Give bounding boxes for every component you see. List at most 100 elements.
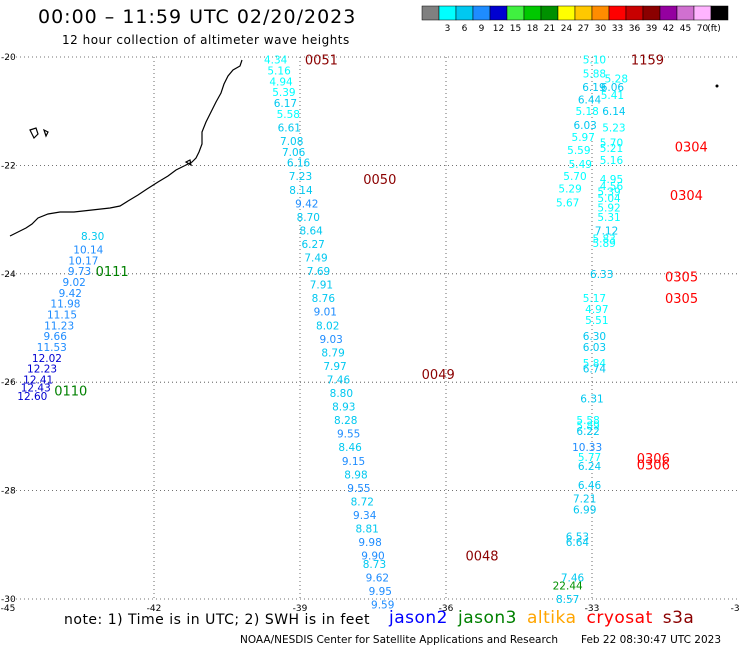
footer-credit: NOAA/NESDIS Center for Satellite Applica… [240, 634, 558, 646]
wave-height-value: 12.23 [27, 364, 57, 376]
wave-height-value: 9.42 [59, 288, 82, 300]
wave-height-value: 7.91 [310, 280, 333, 292]
wave-height-value: 9.98 [358, 537, 381, 549]
wave-height-value: 5.28 [605, 74, 628, 86]
wave-height-value: 5.51 [585, 315, 608, 327]
wave-height-value: 8.46 [338, 442, 362, 454]
footer-timestamp: Feb 22 08:30:47 UTC 2023 [581, 634, 721, 646]
wave-height-value: 9.90 [361, 551, 384, 563]
wave-height-value: 5.97 [572, 132, 595, 144]
pass-time-label: 0051 [305, 54, 338, 69]
wave-height-value: 6.74 [583, 364, 607, 376]
latitude-tick: -30 [1, 595, 16, 605]
wave-height-value: 7.08 [280, 136, 303, 148]
wave-height-value: 6.64 [566, 537, 590, 549]
wave-height-value: 6.31 [580, 393, 603, 405]
wave-height-value: 5.92 [597, 203, 620, 215]
wave-height-value: 7.21 [573, 494, 596, 506]
pass-time-label: 1159 [631, 54, 664, 69]
data-dot [715, 84, 719, 88]
latitude-tick: -28 [1, 487, 16, 497]
pass-time-label: 0304 [675, 140, 708, 155]
wave-height-value: 8.79 [321, 347, 344, 359]
colorbar-swatch [710, 5, 729, 21]
latitude-tick: -26 [1, 378, 16, 388]
wave-height-value: 9.62 [366, 572, 389, 584]
colorbar-label: 24 [561, 24, 573, 33]
wave-height-value: 9.42 [295, 198, 318, 210]
wave-height-value: 5.18 [575, 106, 598, 118]
wave-height-value: 12.43 [21, 383, 51, 395]
wave-height-value: 5.83 [592, 234, 615, 246]
wave-height-value: 6.46 [578, 480, 602, 492]
wave-height-value: 9.95 [369, 586, 392, 598]
wave-height-value: 5.88 [583, 68, 606, 80]
wave-height-value: 5.31 [597, 212, 620, 224]
colorbar-label: 18 [527, 24, 539, 33]
wave-height-value: 5.89 [576, 421, 599, 433]
wave-height-value: 8.81 [355, 524, 378, 536]
wave-height-value: 10.14 [73, 244, 103, 256]
wave-height-value: 6.03 [583, 342, 606, 354]
longitude-tick: -33 [585, 604, 600, 614]
wave-height-value: 12.60 [17, 391, 47, 403]
wave-height-value: 5.59 [567, 145, 590, 157]
latitude-tick: -22 [1, 161, 16, 171]
wave-height-value: 8.30 [81, 231, 104, 243]
wave-height-value: 4.95 [600, 174, 623, 186]
colorbar-label: 70 [697, 24, 709, 33]
wave-height-value: 5.58 [576, 415, 599, 427]
wave-height-value: 5.39 [597, 186, 620, 198]
colorbar-label: 33 [612, 24, 623, 33]
pass-time-label: 0305 [665, 292, 698, 307]
track-0111-0110: 8.3010.1410.179.739.029.4211.9811.1511.2… [17, 231, 104, 403]
colorbar-unit: (ft) [707, 24, 721, 33]
wave-height-value: 11.53 [37, 342, 67, 354]
pass-time-label: 0111 [96, 265, 129, 280]
wave-height-value: 6.19 [582, 82, 605, 94]
wave-height-value: 5.17 [583, 293, 606, 305]
colorbar-label: 36 [629, 24, 641, 33]
wave-height-value: 6.17 [274, 98, 297, 110]
wave-height-value: 6.03 [573, 120, 596, 132]
wave-height-value: 6.61 [278, 122, 301, 134]
wave-height-value: 6.14 [602, 106, 626, 118]
wave-height-value: 5.16 [267, 66, 291, 78]
wave-height-value: 8.72 [351, 496, 374, 508]
map-grid [8, 56, 738, 600]
wave-height-value: 7.69 [307, 266, 330, 278]
wave-height-value: 5.04 [597, 193, 621, 205]
pass-time-label: 0306 [637, 459, 670, 474]
page-title: 00:00 – 11:59 UTC 02/20/2023 [38, 6, 357, 28]
wave-height-value: 4.94 [269, 76, 293, 88]
colorbar-label: 9 [479, 24, 485, 33]
longitude-tick: -45 [1, 604, 16, 614]
pass-time-label: 0048 [465, 550, 498, 565]
longitude-tick: -39 [293, 604, 308, 614]
colorbar-label: 12 [493, 24, 504, 33]
wave-height-value: 5.67 [556, 197, 579, 209]
wave-height-value: 8.98 [344, 469, 367, 481]
wave-height-value: 6.16 [287, 158, 311, 170]
wave-height-value: 9.01 [314, 307, 337, 319]
colorbar-label: 15 [510, 24, 521, 33]
latitude-tick: -20 [1, 53, 16, 63]
pass-time-label: 0110 [54, 384, 87, 399]
wave-height-value: 5.21 [600, 143, 623, 155]
wave-height-value: 8.64 [299, 225, 323, 237]
wave-height-value: 5.41 [601, 90, 624, 102]
wave-height-value: 5.23 [602, 122, 625, 134]
wave-height-value: 5.49 [569, 159, 592, 171]
wave-height-value: 5.84 [583, 358, 607, 370]
coastline [9, 59, 243, 237]
colorbar-label: 6 [462, 24, 468, 33]
pass-time-labels: 0051 0050 0049 0048 0111 0110 1159 0304 0304 0305… [54, 54, 708, 565]
wave-height-value: 6.30 [583, 331, 606, 343]
colorbar-label: 45 [680, 24, 691, 33]
wave-height-value: 9.34 [353, 510, 377, 522]
wave-height-value: 5.29 [558, 184, 581, 196]
wave-height-value: 7.06 [282, 147, 306, 159]
wave-height-value: 7.12 [595, 225, 618, 237]
wave-height-value: 6.22 [576, 426, 599, 438]
